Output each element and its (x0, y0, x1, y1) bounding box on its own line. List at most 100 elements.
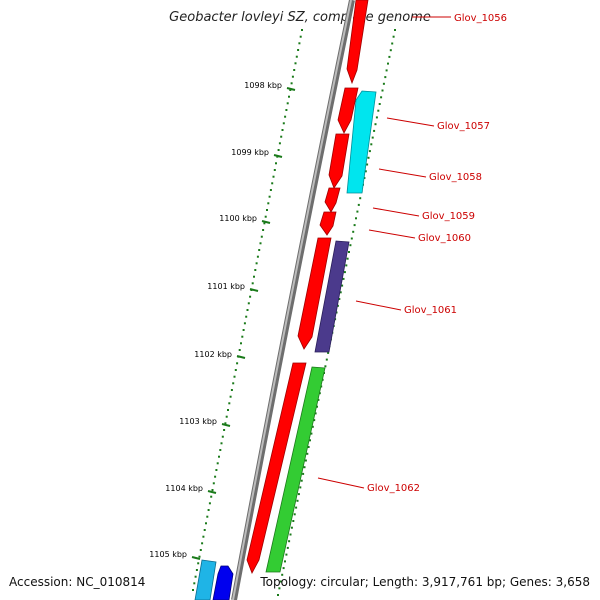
gene-purple-1061[interactable] (314, 240, 350, 353)
minor-tick-left (291, 75, 294, 78)
minor-tick-left (243, 322, 246, 325)
gene-glov-1061[interactable] (297, 237, 332, 350)
minor-tick-left (224, 422, 227, 425)
minor-tick-right (348, 251, 350, 253)
minor-tick-right (277, 594, 279, 596)
minor-tick-right (349, 244, 352, 247)
minor-tick-right (309, 439, 311, 442)
minor-tick-right (279, 580, 282, 583)
minor-tick-right (378, 103, 381, 105)
minor-tick-left (207, 509, 210, 511)
minor-tick-right (316, 405, 318, 408)
minor-tick-right (313, 419, 316, 422)
minor-tick-left (253, 275, 255, 278)
minor-tick-left (238, 349, 241, 351)
kbp-label: 1104 kbp (165, 484, 203, 493)
minor-tick-left (233, 375, 236, 378)
gene-label[interactable]: Glov_1062 (367, 483, 420, 494)
minor-tick-right (339, 291, 342, 294)
minor-tick-right (381, 89, 384, 92)
accession-text: Accession: NC_010814 (9, 575, 146, 589)
minor-tick-left (228, 402, 231, 405)
minor-tick-right (350, 237, 353, 240)
gene-leader-lines (317, 16, 451, 489)
minor-tick-right (385, 69, 388, 72)
minor-tick-left (259, 242, 262, 245)
minor-tick-left (251, 282, 254, 285)
minor-tick-right (295, 506, 298, 509)
minor-tick-right (359, 197, 362, 200)
gene-glov-1056[interactable] (346, 0, 369, 85)
minor-tick-left (202, 535, 205, 538)
minor-tick-left (215, 469, 218, 471)
minor-tick-left (240, 342, 242, 345)
gene-blue-1063[interactable] (212, 565, 234, 600)
minor-tick-left (284, 115, 287, 118)
minor-tick-right (296, 499, 299, 502)
minor-tick-left (210, 495, 213, 498)
minor-tick-left (241, 335, 244, 338)
minor-tick-right (352, 230, 355, 233)
gene-label[interactable]: Glov_1056 (454, 13, 507, 24)
minor-tick-left (194, 575, 197, 578)
minor-tick-right (303, 466, 306, 469)
kbp-label: 1099 kbp (231, 148, 269, 157)
minor-tick-right (327, 351, 330, 354)
minor-tick-right (389, 49, 392, 52)
gene-lightblue-1063[interactable] (194, 559, 217, 600)
gene-glov-1060[interactable] (319, 211, 337, 236)
minor-tick-right (380, 96, 383, 99)
minor-tick-left (258, 249, 261, 251)
minor-tick-left (264, 215, 267, 218)
minor-tick-right (353, 224, 356, 227)
minor-tick-left (262, 229, 265, 231)
gene-glov-1059[interactable] (324, 187, 341, 213)
minor-tick-left (212, 482, 215, 485)
minor-tick-left (268, 195, 271, 198)
minor-tick-right (281, 573, 284, 576)
minor-tick-right (297, 493, 300, 496)
minor-tick-right (325, 358, 328, 361)
minor-tick-right (310, 432, 313, 435)
minor-tick-left (218, 455, 220, 458)
gene-cyan-1058[interactable] (346, 90, 377, 194)
minor-tick-right (345, 264, 348, 267)
gene-glov-1058[interactable] (328, 133, 350, 189)
minor-tick-right (338, 298, 341, 300)
minor-tick-left (208, 502, 211, 505)
minor-tick-left (205, 522, 207, 525)
minor-tick-right (304, 459, 307, 462)
minor-tick-left (289, 89, 292, 91)
minor-tick-right (346, 257, 349, 260)
minor-tick-left (255, 262, 258, 265)
kbp-label: 1098 kbp (244, 81, 282, 90)
gene-label[interactable]: Glov_1057 (437, 121, 490, 132)
minor-tick-left (272, 175, 275, 178)
minor-tick-right (371, 136, 374, 139)
minor-tick-left (288, 95, 290, 98)
gene-glov-1057[interactable] (337, 87, 359, 134)
minor-tick-right (368, 150, 371, 153)
genome-backbone-highlight (232, 0, 352, 600)
minor-tick-left (280, 135, 283, 138)
minor-tick-left (294, 62, 297, 65)
kbp-label: 1101 kbp (207, 282, 245, 291)
minor-tick-left (286, 102, 289, 105)
minor-tick-left (227, 409, 229, 411)
gene-label[interactable]: Glov_1061 (404, 305, 457, 316)
gene-label[interactable]: Glov_1060 (418, 233, 471, 244)
minor-tick-left (223, 429, 226, 431)
minor-tick-right (307, 446, 310, 448)
gene-green-1062[interactable] (265, 366, 326, 573)
minor-tick-left (299, 35, 302, 38)
minor-tick-left (269, 189, 272, 191)
minor-tick-right (336, 304, 339, 307)
gene-label[interactable]: Glov_1059 (422, 211, 475, 222)
minor-tick-left (267, 202, 270, 205)
gene-glov-1062[interactable] (246, 362, 307, 574)
minor-tick-right (302, 472, 305, 475)
minor-tick-right (314, 412, 317, 415)
gene-label[interactable]: Glov_1058 (429, 172, 482, 183)
minor-tick-left (219, 449, 222, 451)
minor-tick-left (220, 442, 223, 445)
